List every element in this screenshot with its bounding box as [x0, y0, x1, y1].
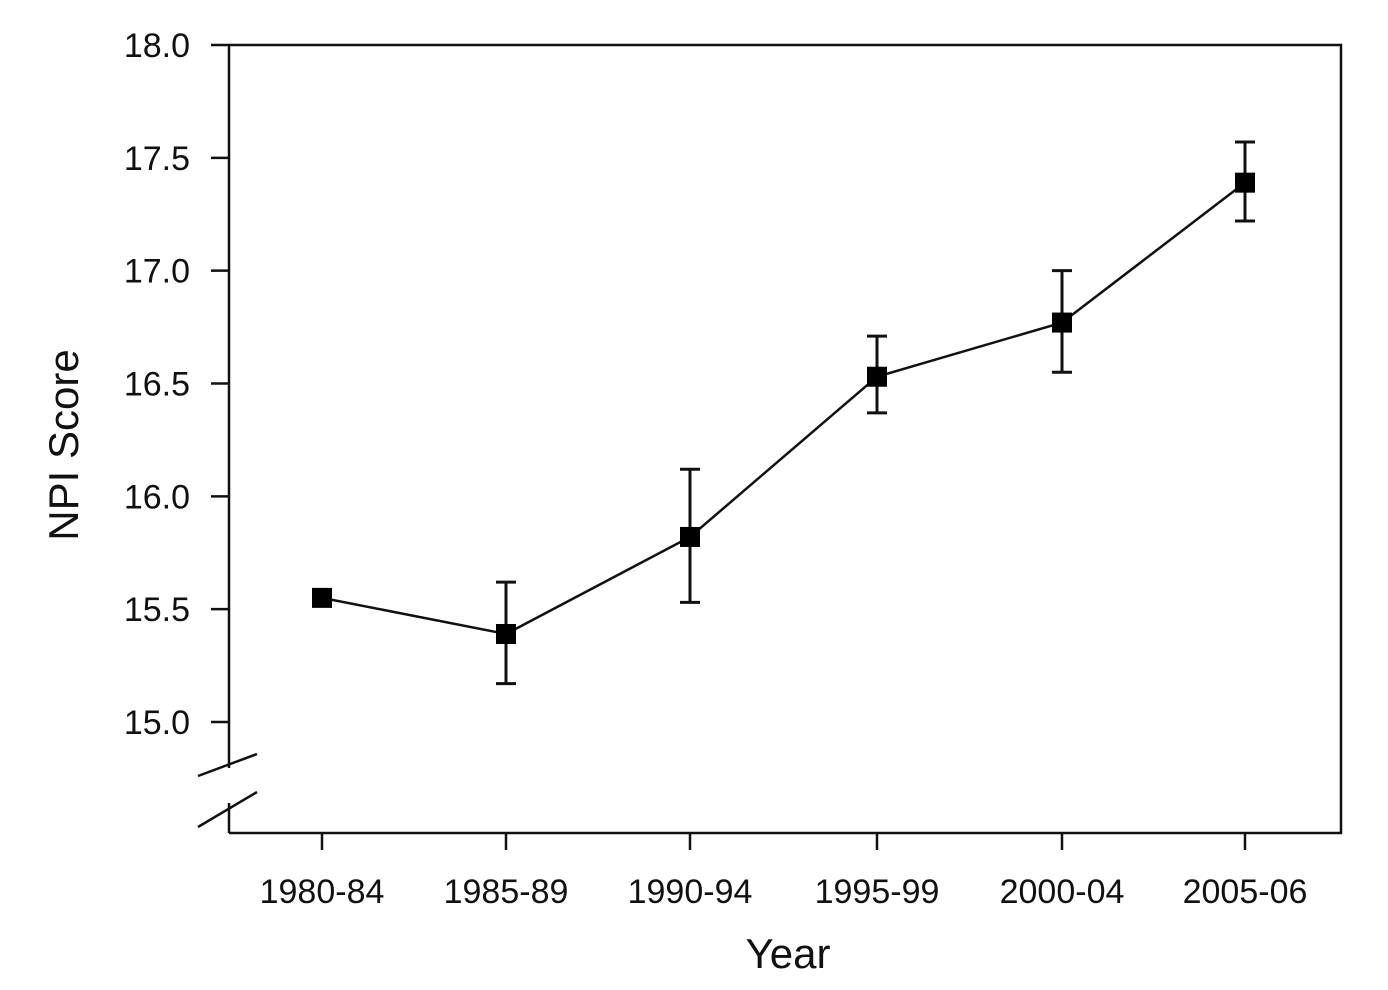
x-tick-label-3: 1995-99 [815, 873, 940, 911]
data-point-1 [496, 623, 516, 644]
x-tick-label-2: 1990-94 [628, 873, 753, 911]
labels: Year NPI Score [40, 349, 830, 977]
ticks: 15.0 15.5 16.0 16.5 17.0 17.5 18.0 1980-84 1985-… [124, 27, 1308, 911]
series-line-0 [321, 181, 1246, 636]
axis-break-mark-upper [197, 752, 258, 778]
y-tick-label-6: 18.0 [124, 27, 190, 65]
y-tick-label-0: 15.0 [124, 704, 190, 742]
x-tick-label-0: 1980-84 [260, 873, 385, 911]
plot-frame [229, 43, 1343, 835]
axes [197, 43, 1343, 835]
series-npi [312, 140, 1255, 686]
y-axis-title: NPI Score [40, 349, 87, 540]
data-point-0 [312, 587, 332, 608]
data-point-2 [680, 526, 700, 547]
y-tick-label-3: 16.5 [124, 366, 190, 404]
y-tick-label-2: 16.0 [124, 478, 190, 516]
y-tick-label-5: 17.5 [124, 140, 190, 178]
data-point-5 [1235, 172, 1255, 193]
x-axis-title: Year [746, 930, 831, 977]
y-tick-label-1: 15.5 [124, 591, 190, 629]
x-tick-label-1: 1985-89 [444, 873, 569, 911]
x-tick-label-5: 2005-06 [1183, 873, 1308, 911]
data-point-3 [867, 366, 887, 387]
y-tick-label-4: 17.0 [124, 253, 190, 291]
data-point-4 [1052, 312, 1072, 333]
x-tick-label-4: 2000-04 [1000, 873, 1125, 911]
axis-break-mark-lower [197, 790, 258, 829]
